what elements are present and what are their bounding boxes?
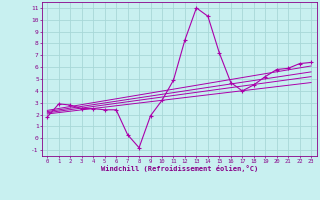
X-axis label: Windchill (Refroidissement éolien,°C): Windchill (Refroidissement éolien,°C) — [100, 165, 258, 172]
